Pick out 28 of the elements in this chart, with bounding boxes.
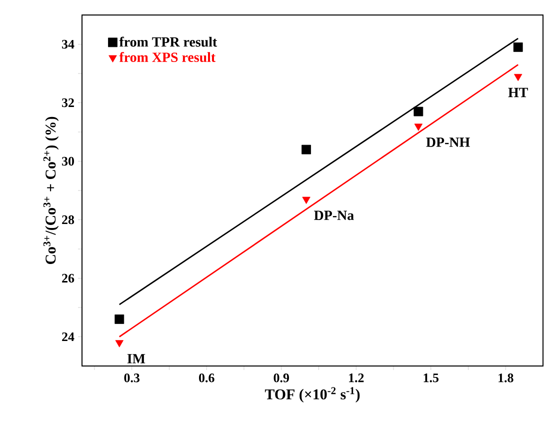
x-axis-title: TOF (×10$^{-2}$ s$^{-1}$)	[264, 387, 360, 402]
legend-label: from TPR result	[119, 36, 218, 47]
point	[414, 106, 424, 116]
y-axis-title: Co$^{3+}$/(Co$^{3+}$ + Co$^{2+}$) (%)	[43, 116, 59, 264]
point	[302, 196, 310, 204]
y-tick-label: 28	[62, 215, 74, 224]
legend-label: from XPS result	[119, 52, 216, 62]
y-tick-label: 30	[62, 156, 74, 166]
y-tick-label: 24	[62, 332, 74, 342]
y-tick-label: 32	[62, 98, 74, 108]
point	[513, 42, 523, 52]
y-tick-label: 34	[62, 40, 74, 49]
annotation: DP-Na	[314, 210, 354, 220]
point	[302, 144, 311, 154]
point	[114, 314, 124, 324]
point	[115, 340, 124, 348]
x-tick-label: 0.3	[124, 374, 140, 382]
x-tick-label: 0.9	[274, 374, 289, 382]
point	[414, 124, 423, 131]
annotation: HT	[508, 88, 528, 98]
x-tick-label: 1.8	[498, 374, 514, 382]
x-tick-label: 0.6	[199, 374, 214, 382]
x-tick-label: 1.5	[424, 374, 438, 382]
annotation: DP-NH	[426, 138, 470, 147]
annotation: IM	[127, 354, 146, 364]
point	[514, 74, 522, 82]
x-tick-label: 1.2	[349, 374, 364, 382]
y-tick-label: 26	[62, 274, 74, 283]
